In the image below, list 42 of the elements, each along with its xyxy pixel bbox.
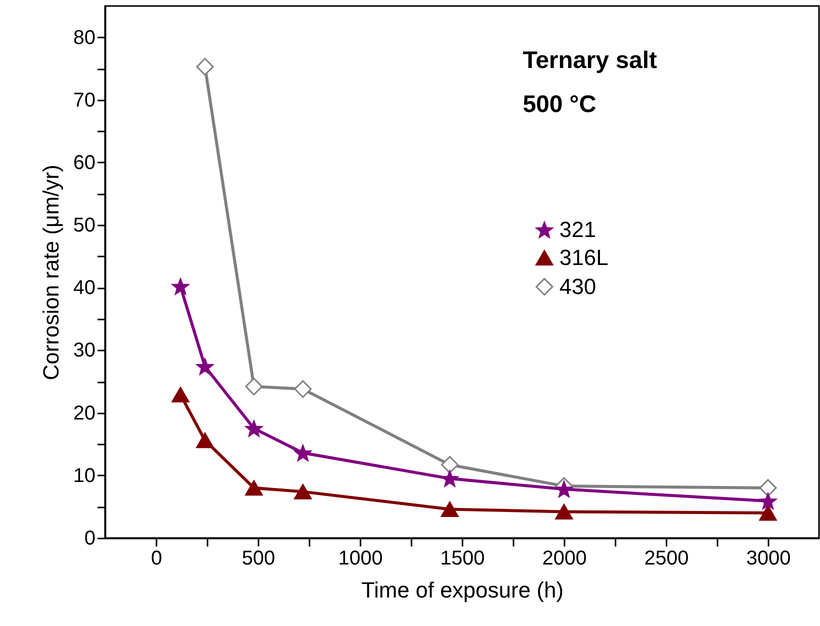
- y-axis-title: Corrosion rate (μm/yr): [38, 164, 64, 380]
- x-axis-title: Time of exposure (h): [361, 578, 564, 602]
- x-tick-label: 0: [150, 548, 162, 570]
- y-tick-label: 40: [73, 277, 96, 300]
- y-tick-label: 0: [84, 528, 96, 550]
- point: [245, 378, 263, 396]
- point: [440, 456, 459, 474]
- point: [246, 420, 262, 437]
- annotation: Ternary salt: [522, 47, 657, 74]
- y-tick-label: 80: [73, 26, 96, 49]
- point: [172, 386, 190, 402]
- x-tick-label: 1000: [338, 548, 383, 570]
- legend-label: 430: [559, 274, 596, 299]
- x-tick-label: 1500: [440, 548, 485, 570]
- point: [172, 278, 189, 294]
- point: [294, 444, 312, 461]
- point: [760, 493, 776, 510]
- point: [555, 504, 573, 520]
- y-tick-label: 70: [73, 89, 96, 112]
- y-tick-label: 60: [73, 152, 96, 174]
- legend-label: 316L: [559, 244, 608, 270]
- y-tick-label: 50: [73, 214, 96, 237]
- x-tick-label: 500: [242, 548, 276, 570]
- x-tick-label: 3000: [746, 548, 791, 570]
- point: [759, 479, 777, 497]
- point: [556, 481, 572, 498]
- point: [196, 358, 214, 375]
- point: [294, 484, 312, 500]
- point: [440, 501, 459, 517]
- point: [196, 432, 214, 448]
- annotation: 500 °C: [522, 91, 596, 118]
- point: [441, 470, 458, 487]
- point: [294, 380, 312, 398]
- point: [245, 480, 263, 496]
- point: [759, 505, 777, 521]
- y-tick-label: 30: [73, 340, 96, 362]
- point: [196, 58, 214, 76]
- x-tick-label: 2000: [542, 548, 587, 570]
- y-tick-label: 20: [73, 402, 96, 424]
- y-tick-label: 10: [73, 464, 96, 487]
- x-tick-label: 2500: [644, 548, 689, 570]
- legend-label: 321: [559, 216, 596, 242]
